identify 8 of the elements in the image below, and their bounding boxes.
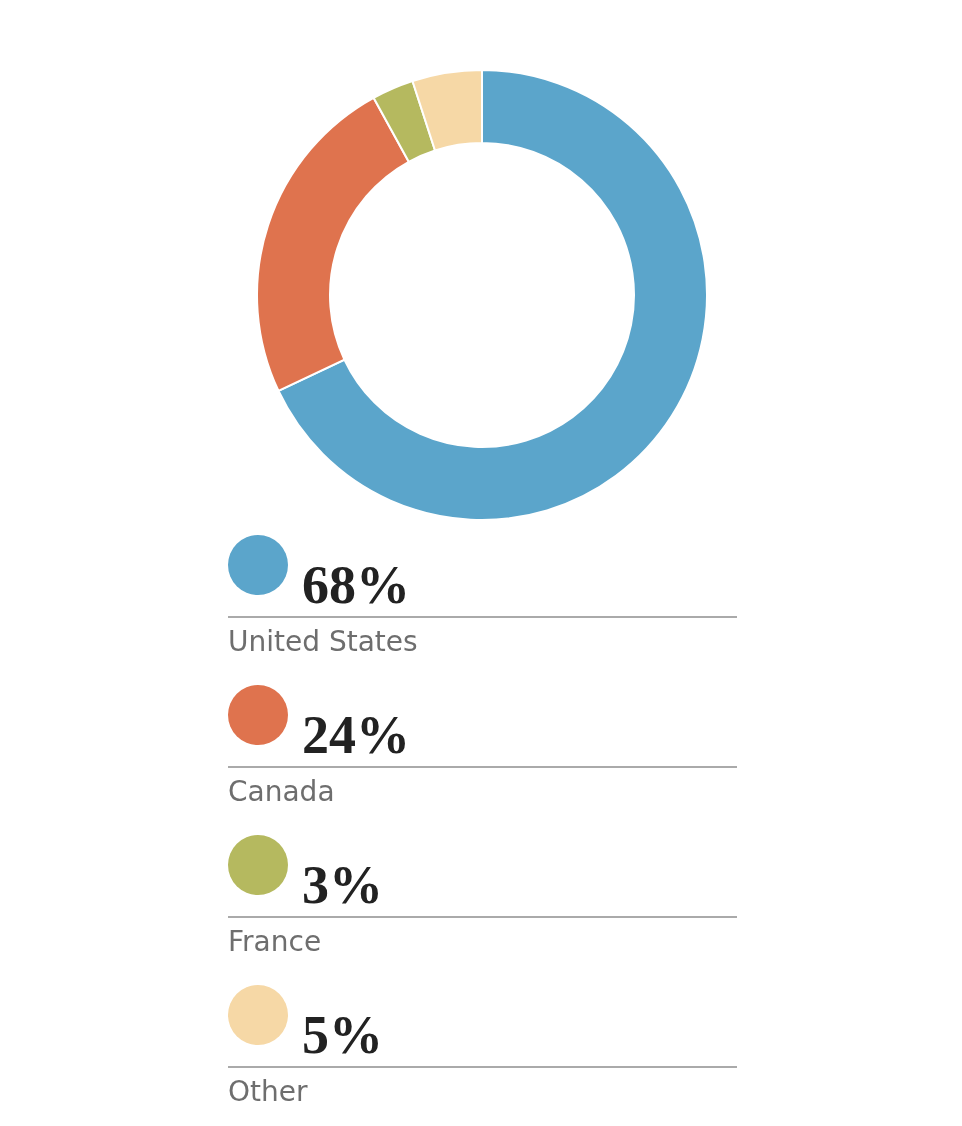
legend-label: United States bbox=[228, 625, 418, 658]
legend-label: France bbox=[228, 925, 322, 958]
data-label: 3% bbox=[302, 855, 383, 915]
data-label: 68% bbox=[302, 555, 410, 615]
data-label: 24% bbox=[302, 705, 410, 765]
legend-label: Canada bbox=[228, 775, 335, 808]
data-label: 5% bbox=[302, 1005, 383, 1065]
legend-label: Other bbox=[228, 1075, 308, 1108]
